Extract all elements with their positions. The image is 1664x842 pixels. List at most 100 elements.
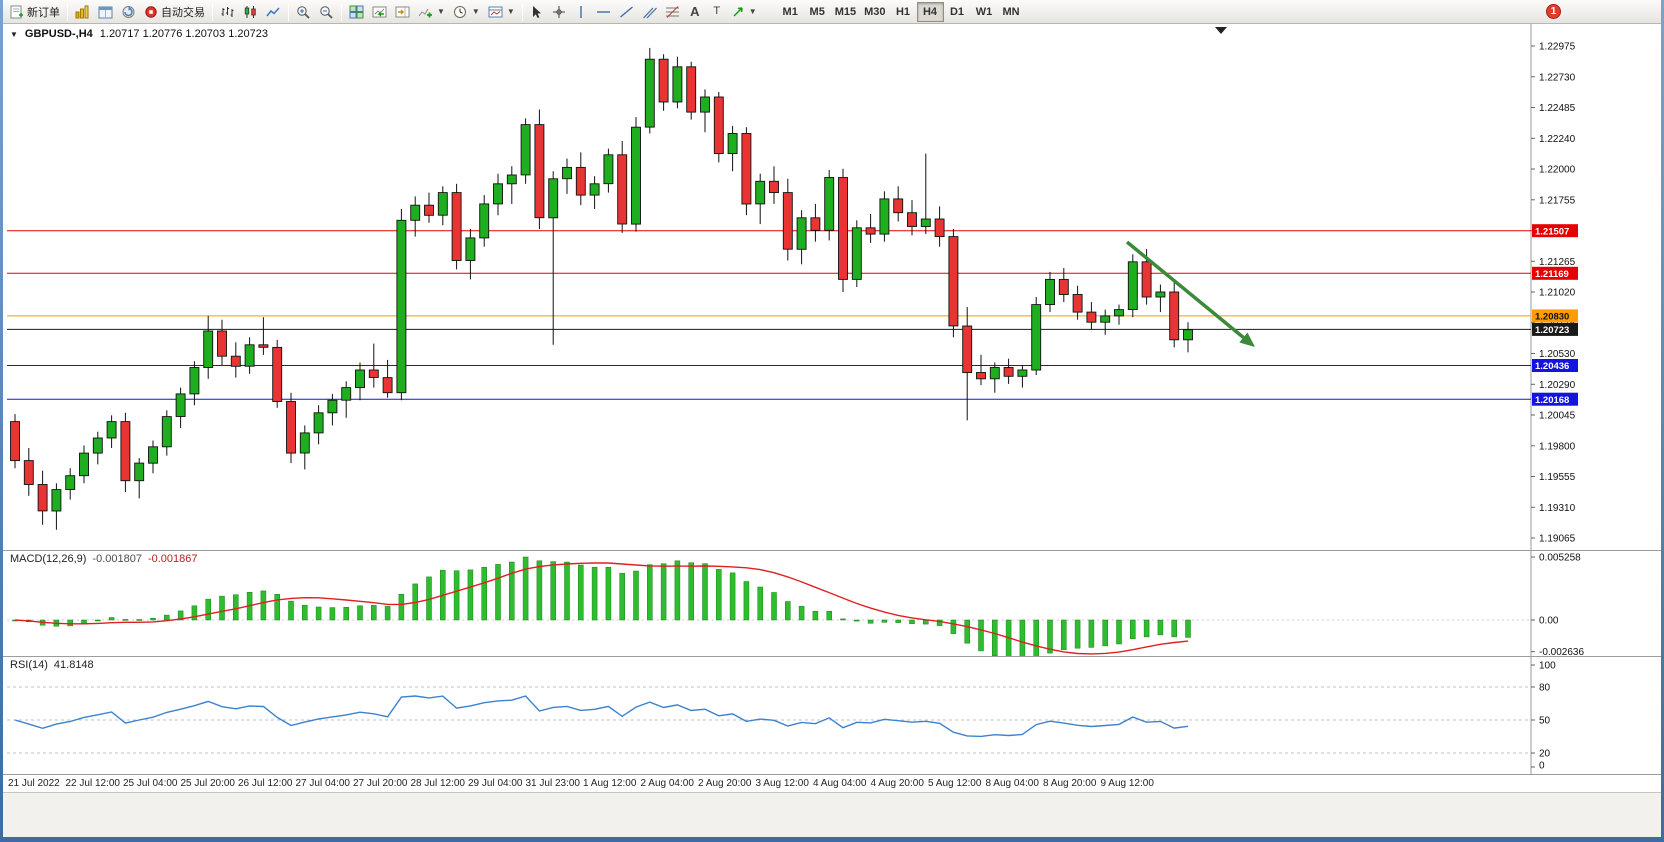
toolbar-separator bbox=[341, 2, 342, 21]
svg-text:-0.002636: -0.002636 bbox=[1539, 647, 1584, 656]
svg-text:100: 100 bbox=[1539, 661, 1556, 672]
chart-shift-button[interactable] bbox=[391, 2, 414, 22]
svg-text:1.20723: 1.20723 bbox=[1535, 325, 1569, 336]
timeframe-h4-button[interactable]: H4 bbox=[916, 1, 944, 22]
crosshair-tool-button[interactable] bbox=[548, 2, 570, 22]
templates-button[interactable]: ▼ bbox=[484, 2, 519, 22]
autotrading-label: 自动交易 bbox=[161, 6, 205, 19]
time-axis-label: 22 Jul 12:00 bbox=[65, 778, 121, 789]
time-axis-label: 29 Jul 04:00 bbox=[468, 778, 523, 789]
time-axis-label: 3 Aug 12:00 bbox=[755, 778, 809, 789]
timeframe-mn-button[interactable]: MN bbox=[998, 2, 1025, 22]
market-watch-icon bbox=[75, 5, 89, 18]
indicators-button[interactable]: ▼ bbox=[414, 2, 449, 22]
timeframe-m30-button[interactable]: M30 bbox=[860, 2, 889, 22]
fibonacci-icon bbox=[665, 5, 679, 18]
svg-text:1.19310: 1.19310 bbox=[1539, 503, 1576, 514]
auto-scroll-icon bbox=[372, 6, 387, 17]
auto-scroll-button[interactable] bbox=[368, 2, 391, 22]
timeframe-m5-button[interactable]: M5 bbox=[804, 2, 831, 22]
channel-tool-button[interactable] bbox=[638, 2, 661, 22]
cursor-icon bbox=[533, 5, 542, 18]
time-axis-label: 4 Aug 20:00 bbox=[870, 778, 924, 789]
time-axis-label: 26 Jul 12:00 bbox=[238, 778, 293, 789]
candlestick-chart-button[interactable] bbox=[239, 2, 262, 22]
market-watch-button[interactable] bbox=[71, 2, 94, 22]
svg-text:1.20530: 1.20530 bbox=[1539, 349, 1576, 360]
svg-text:0: 0 bbox=[1539, 761, 1545, 772]
zoom-in-button[interactable] bbox=[292, 2, 315, 22]
candlestick-chart-icon bbox=[244, 5, 256, 18]
data-window-button[interactable] bbox=[94, 2, 117, 22]
time-axis-label: 1 Aug 12:00 bbox=[583, 778, 637, 789]
price-axis[interactable]: 1.22975 1.22730 1.22485 1.22240 1.22000 1.217… bbox=[1530, 24, 1576, 550]
timeframe-m15-button[interactable]: M15 bbox=[831, 2, 860, 22]
vertical-line-icon bbox=[580, 5, 582, 18]
macd-name: MACD(12,26,9) bbox=[10, 553, 87, 565]
svg-text:1.21507: 1.21507 bbox=[1535, 226, 1569, 237]
toolbar-separator bbox=[521, 2, 523, 21]
new-order-button[interactable]: 新订单 bbox=[6, 2, 64, 22]
notification-badge[interactable]: 1 bbox=[1546, 4, 1561, 19]
time-axis[interactable]: 21 Jul 2022 22 Jul 12:00 25 Jul 04:00 25 Ju… bbox=[3, 774, 1661, 792]
svg-text:1.22975: 1.22975 bbox=[1539, 42, 1576, 53]
svg-text:1.21265: 1.21265 bbox=[1539, 257, 1576, 268]
autotrading-icon bbox=[145, 5, 157, 18]
svg-text:50: 50 bbox=[1539, 716, 1551, 727]
strategy-tester-icon bbox=[122, 5, 135, 18]
tile-windows-button[interactable] bbox=[345, 2, 368, 22]
fibonacci-tool-button[interactable] bbox=[661, 2, 684, 22]
chart-shift-marker[interactable] bbox=[1215, 27, 1227, 34]
trendline-icon bbox=[619, 5, 633, 18]
time-axis-label: 27 Jul 04:00 bbox=[295, 778, 351, 789]
main-toolbar: 新订单 自动交易 bbox=[3, 0, 1661, 24]
rsi-label: RSI(14) 41.8148 bbox=[10, 659, 94, 671]
symbol-period-label: GBPUSD-,H4 bbox=[24, 28, 93, 40]
price-chart-panel: ▼ GBPUSD-,H4 1.20717 1.20776 1.20703 1.2… bbox=[3, 24, 1661, 550]
svg-text:80: 80 bbox=[1539, 683, 1551, 694]
price-tag-1.21169: 1.21169 bbox=[1532, 266, 1578, 280]
bar-chart-button[interactable] bbox=[216, 2, 239, 22]
svg-text:1.20168: 1.20168 bbox=[1535, 395, 1569, 406]
zoom-out-button[interactable] bbox=[315, 2, 338, 22]
cursor-tool-button[interactable] bbox=[526, 2, 548, 22]
periods-button[interactable]: ▼ bbox=[449, 2, 484, 22]
strategy-tester-button[interactable] bbox=[117, 2, 140, 22]
one-click-trading-icon[interactable]: ▼ bbox=[10, 29, 18, 39]
svg-text:1.21020: 1.21020 bbox=[1539, 288, 1576, 299]
line-chart-button[interactable] bbox=[262, 2, 285, 22]
svg-text:0.00: 0.00 bbox=[1539, 616, 1559, 627]
time-axis-label: 2 Aug 20:00 bbox=[698, 778, 752, 789]
tile-windows-icon bbox=[349, 5, 364, 18]
timeframe-w1-button[interactable]: W1 bbox=[971, 2, 998, 22]
zoom-out-icon bbox=[320, 5, 333, 19]
timeframe-d1-button[interactable]: D1 bbox=[944, 2, 971, 22]
data-window-icon bbox=[98, 6, 113, 18]
vertical-line-tool-button[interactable] bbox=[570, 2, 592, 22]
time-axis-label: 27 Jul 20:00 bbox=[353, 778, 408, 789]
trendline-tool-button[interactable] bbox=[615, 2, 638, 22]
bar-chart-icon bbox=[221, 6, 234, 17]
svg-text:1.22485: 1.22485 bbox=[1539, 103, 1576, 114]
trend-arrow-annotation[interactable] bbox=[1125, 240, 1255, 347]
price-chart-canvas[interactable]: 1.22975 1.22730 1.22485 1.22240 1.22000 1.217… bbox=[3, 24, 1661, 550]
timeframe-m1-button[interactable]: M1 bbox=[777, 2, 804, 22]
autotrading-button[interactable]: 自动交易 bbox=[140, 2, 209, 22]
macd-signal-value: -0.001867 bbox=[147, 553, 198, 565]
label-tool-button[interactable]: T bbox=[706, 2, 728, 22]
macd-canvas[interactable]: 0.005258 0.00 -0.002636 bbox=[3, 551, 1661, 656]
rsi-name: RSI(14) bbox=[10, 659, 48, 671]
timeframe-toolbar: M1 M5 M15 M30 H1 H4 D1 W1 MN bbox=[777, 1, 1025, 22]
time-axis-label: 8 Aug 04:00 bbox=[985, 778, 1039, 789]
price-tag-1.20168: 1.20168 bbox=[1532, 392, 1578, 406]
rsi-canvas[interactable]: 100 80 50 200 bbox=[3, 657, 1661, 774]
svg-text:1.20436: 1.20436 bbox=[1535, 361, 1569, 372]
horizontal-line-tool-button[interactable] bbox=[592, 2, 615, 22]
text-tool-button[interactable]: A bbox=[684, 2, 706, 22]
arrows-tool-button[interactable]: ▼ bbox=[728, 2, 761, 22]
svg-text:1.22000: 1.22000 bbox=[1539, 165, 1576, 176]
timeframe-h1-button[interactable]: H1 bbox=[890, 2, 917, 22]
label-icon: T bbox=[713, 5, 721, 17]
svg-text:1.19555: 1.19555 bbox=[1539, 472, 1576, 483]
time-axis-label: 25 Jul 04:00 bbox=[123, 778, 178, 789]
